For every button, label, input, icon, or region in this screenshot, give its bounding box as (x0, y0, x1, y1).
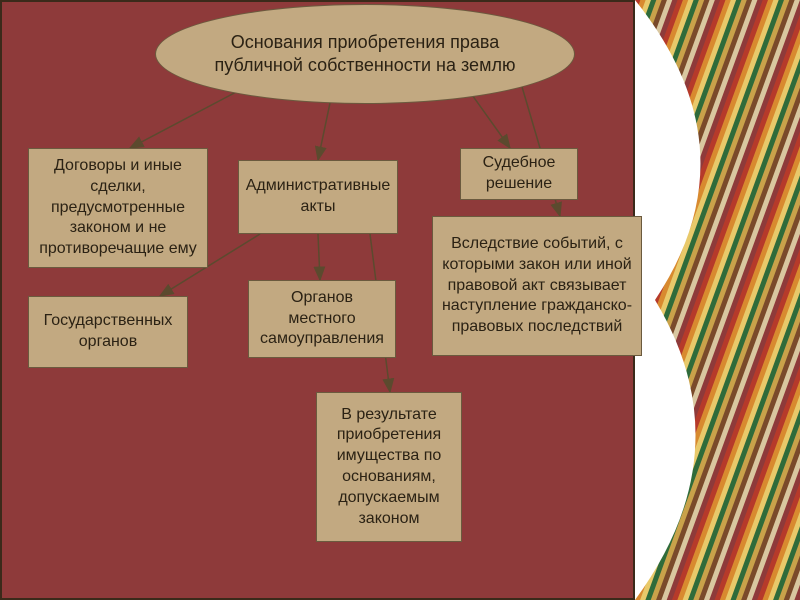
node-local-gov: Органов местного самоуправления (248, 280, 396, 358)
node-text: В результате приобретения имущества по о… (325, 405, 453, 530)
node-admin-acts: Административные акты (238, 160, 398, 234)
title-text: Основания приобретения права публичной с… (196, 31, 534, 78)
node-court: Судебное решение (460, 148, 578, 200)
node-text: Судебное решение (469, 153, 569, 195)
stripes-svg (635, 0, 800, 600)
node-text: Договоры и иные сделки, предусмотренные … (37, 156, 199, 260)
decorative-stripes (635, 0, 800, 600)
slide-stage: Основания приобретения права публичной с… (0, 0, 800, 600)
node-acquisition: В результате приобретения имущества по о… (316, 392, 462, 542)
node-contracts: Договоры и иные сделки, предусмотренные … (28, 148, 208, 268)
node-text: Административные акты (246, 176, 391, 218)
node-text: Государственных органов (37, 311, 179, 353)
node-text: Органов местного самоуправления (257, 288, 387, 350)
title-ellipse: Основания приобретения права публичной с… (155, 4, 575, 104)
node-events: Вследствие событий, с которыми закон или… (432, 216, 642, 356)
node-state-organs: Государственных органов (28, 296, 188, 368)
node-text: Вследствие событий, с которыми закон или… (441, 234, 633, 338)
